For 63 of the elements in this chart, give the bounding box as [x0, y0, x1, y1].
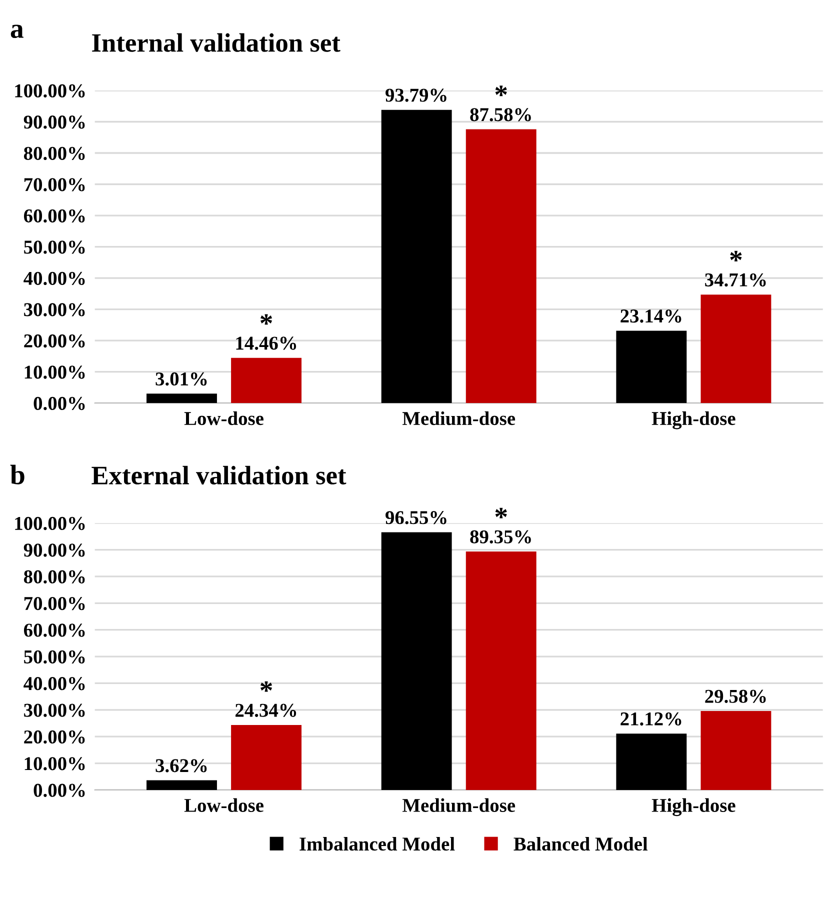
bar: [466, 552, 536, 790]
y-tick-label: 70.00%: [24, 596, 85, 610]
y-tick-label: 0.00%: [34, 396, 85, 410]
data-label: 89.35%: [470, 530, 531, 544]
y-tick-label: 40.00%: [24, 272, 85, 286]
y-tick-label: 70.00%: [24, 178, 85, 192]
bar: [700, 711, 772, 790]
y-tick-label: 10.00%: [24, 366, 85, 379]
x-tick-label: Medium-dose: [402, 411, 516, 426]
y-tick-label: 60.00%: [24, 209, 85, 223]
bar: [616, 330, 687, 404]
bar: [231, 358, 302, 404]
annotation: *: [260, 314, 272, 325]
y-tick-label: 90.00%: [24, 544, 85, 557]
x-tick-label: High-dose: [652, 798, 736, 816]
data-label: 23.14%: [620, 310, 682, 323]
text: *: [495, 508, 507, 518]
annotation: *: [260, 681, 272, 692]
y-tick-label: 50.00%: [24, 650, 85, 664]
data-label: 93.79%: [386, 88, 446, 102]
x-tick-label: High-dose: [652, 411, 736, 430]
annotation: *: [730, 250, 742, 262]
chart-title: External validation set: [92, 466, 346, 484]
legend-label: Imbalanced Model: [300, 836, 455, 851]
bar: [466, 129, 536, 404]
y-tick-label: 50.00%: [24, 240, 85, 254]
y-tick-label: 80.00%: [24, 146, 85, 160]
y-tick-label: 80.00%: [24, 570, 85, 584]
y-tick-label: 60.00%: [24, 624, 85, 637]
y-tick-label: 100.00%: [15, 516, 85, 530]
data-label: 14.46%: [236, 336, 296, 350]
data-label: 29.58%: [705, 690, 766, 703]
data-label: 3.62%: [156, 759, 207, 772]
y-tick-label: 40.00%: [24, 677, 85, 690]
x-tick-label: Medium-dose: [402, 798, 516, 812]
data-label: 24.34%: [236, 704, 296, 717]
data-label: 87.58%: [470, 108, 531, 122]
data-label: 96.55%: [386, 511, 446, 524]
x-tick-label: Low-dose: [184, 411, 264, 426]
y-tick-label: 90.00%: [24, 116, 85, 129]
chart-title: Internal validation set: [92, 33, 340, 52]
legend-label: Balanced Model: [514, 836, 648, 851]
y-tick-label: 20.00%: [24, 334, 85, 348]
annotation: *: [495, 86, 507, 96]
y-tick-label: 0.00%: [34, 784, 85, 797]
y-tick-label: 20.00%: [24, 730, 85, 744]
y-tick-label: 30.00%: [24, 704, 85, 717]
bar: [146, 780, 217, 790]
y-tick-label: 100.00%: [15, 84, 85, 98]
data-label: 21.12%: [620, 712, 682, 726]
bar: [616, 734, 687, 790]
text: b: [10, 464, 24, 484]
text: a: [10, 24, 24, 38]
bar: [700, 294, 772, 404]
data-label: 3.01%: [156, 372, 207, 386]
data-label: 34.71%: [705, 273, 766, 287]
bar: [231, 725, 302, 790]
bar: [146, 394, 217, 404]
bar: [381, 110, 452, 404]
x-tick-label: Low-dose: [184, 798, 264, 812]
bar: [381, 532, 452, 790]
y-tick-label: 30.00%: [24, 303, 85, 316]
y-tick-label: 10.00%: [24, 757, 85, 770]
